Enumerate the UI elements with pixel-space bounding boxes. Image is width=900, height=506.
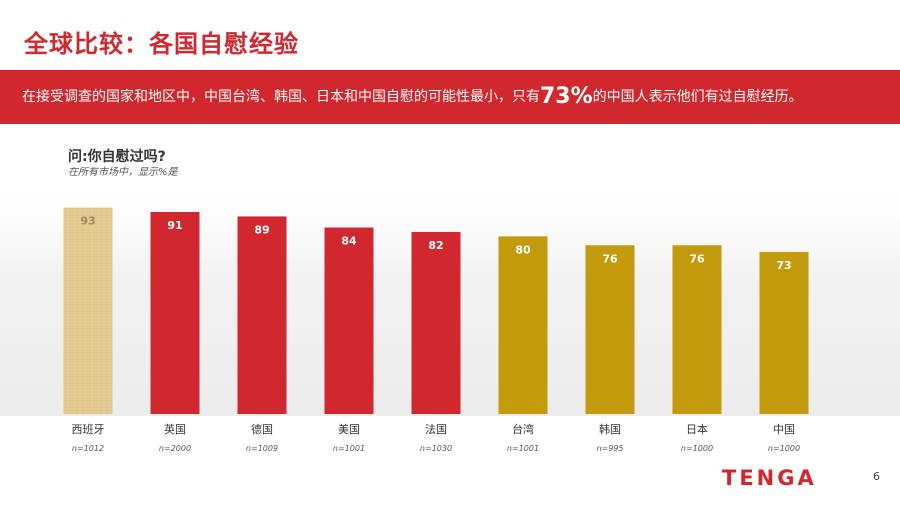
bar-6 xyxy=(498,236,548,414)
bar-5 xyxy=(411,231,461,414)
bars-layer: 93 西班牙 n=1012 91 英国 n=2000 89 德国 n=1009 84 美国 n=100… xyxy=(63,207,809,453)
category-label-4: 美国 xyxy=(338,423,360,436)
category-label-3: 德国 xyxy=(251,422,273,436)
category-label-9: 中国 xyxy=(773,423,795,436)
sample-size-label-5: n=1030 xyxy=(420,444,452,453)
category-label-5: 法国 xyxy=(425,422,447,436)
sample-size-label-6: n=1001 xyxy=(507,444,539,453)
data-label-9: 73 xyxy=(776,259,791,272)
bar-2 xyxy=(150,211,200,414)
banner-text: 在接受调查的国家和地区中，中国台湾、韩国、日本和中国自慰的可能性最小，只有73%… xyxy=(22,85,803,109)
data-label-7: 76 xyxy=(602,252,618,265)
bar-9 xyxy=(759,251,809,414)
data-label-5: 82 xyxy=(428,239,443,252)
category-label-6: 台湾 xyxy=(512,422,534,436)
data-label-3: 89 xyxy=(254,223,269,236)
data-label-6: 80 xyxy=(515,243,531,256)
category-label-8: 日本 xyxy=(686,422,708,436)
data-label-4: 84 xyxy=(341,235,357,248)
category-label-1: 西班牙 xyxy=(72,423,105,436)
category-label-2: 英国 xyxy=(164,422,186,436)
category-label-7: 韩国 xyxy=(599,422,621,436)
sample-size-label-1: n=1012 xyxy=(72,444,104,453)
summary-banner: 在接受调查的国家和地区中，中国台湾、韩国、日本和中国自慰的可能性最小，只有73%… xyxy=(0,70,900,124)
sample-size-label-2: n=2000 xyxy=(159,444,191,453)
banner-text-after: 的中国人表示他们有过自慰经历。 xyxy=(592,89,803,105)
sample-size-label-7: n=995 xyxy=(596,444,623,453)
bar-7 xyxy=(585,245,635,414)
sample-size-label-8: n=1000 xyxy=(681,444,713,453)
banner-highlight: 73% xyxy=(540,84,593,109)
bar-1 xyxy=(63,207,113,414)
question-title: 问:你自慰过吗? xyxy=(68,149,166,165)
data-label-2: 91 xyxy=(167,219,182,232)
page-number: 6 xyxy=(873,470,880,483)
page-title: 全球比较：各国自慰经验 xyxy=(24,30,299,58)
data-label-1: 93 xyxy=(80,215,95,228)
sample-size-label-4: n=1001 xyxy=(333,444,365,453)
sample-size-label-9: n=1000 xyxy=(768,444,800,453)
bar-8 xyxy=(672,245,722,414)
question-subtitle: 在所有市场中，显示%是 xyxy=(68,167,178,178)
bar-3 xyxy=(237,216,287,414)
bar-4 xyxy=(324,227,374,414)
sample-size-label-3: n=1009 xyxy=(246,444,278,453)
banner-text-before: 在接受调查的国家和地区中，中国台湾、韩国、日本和中国自慰的可能性最小，只有 xyxy=(22,89,540,105)
tenga-logo: TENGA xyxy=(722,466,817,490)
data-label-8: 76 xyxy=(689,252,705,265)
